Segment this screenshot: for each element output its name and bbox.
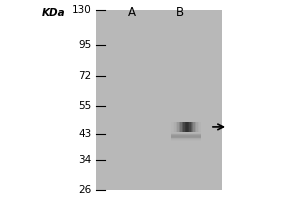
FancyBboxPatch shape (186, 122, 188, 132)
FancyBboxPatch shape (176, 122, 177, 132)
FancyBboxPatch shape (188, 122, 189, 132)
FancyBboxPatch shape (171, 137, 201, 138)
FancyBboxPatch shape (190, 122, 192, 132)
FancyBboxPatch shape (180, 122, 182, 132)
Text: B: B (176, 6, 184, 19)
FancyBboxPatch shape (171, 136, 201, 137)
FancyBboxPatch shape (195, 122, 196, 132)
Text: A: A (128, 6, 136, 19)
FancyBboxPatch shape (182, 122, 183, 132)
FancyBboxPatch shape (177, 122, 178, 132)
Text: 130: 130 (72, 5, 92, 15)
FancyBboxPatch shape (174, 122, 176, 132)
FancyBboxPatch shape (189, 122, 190, 132)
FancyBboxPatch shape (194, 122, 195, 132)
FancyBboxPatch shape (183, 122, 184, 132)
FancyBboxPatch shape (171, 134, 201, 135)
FancyBboxPatch shape (178, 122, 180, 132)
FancyBboxPatch shape (198, 122, 200, 132)
Text: 95: 95 (78, 40, 92, 50)
Text: 43: 43 (78, 129, 92, 139)
FancyBboxPatch shape (196, 122, 198, 132)
Text: 72: 72 (78, 71, 92, 81)
Text: 26: 26 (78, 185, 92, 195)
FancyBboxPatch shape (171, 138, 201, 139)
FancyBboxPatch shape (192, 122, 194, 132)
Text: KDa: KDa (42, 8, 66, 18)
FancyBboxPatch shape (184, 122, 186, 132)
FancyBboxPatch shape (96, 10, 222, 190)
FancyBboxPatch shape (171, 135, 201, 136)
Text: 55: 55 (78, 101, 92, 111)
Text: 34: 34 (78, 155, 92, 165)
